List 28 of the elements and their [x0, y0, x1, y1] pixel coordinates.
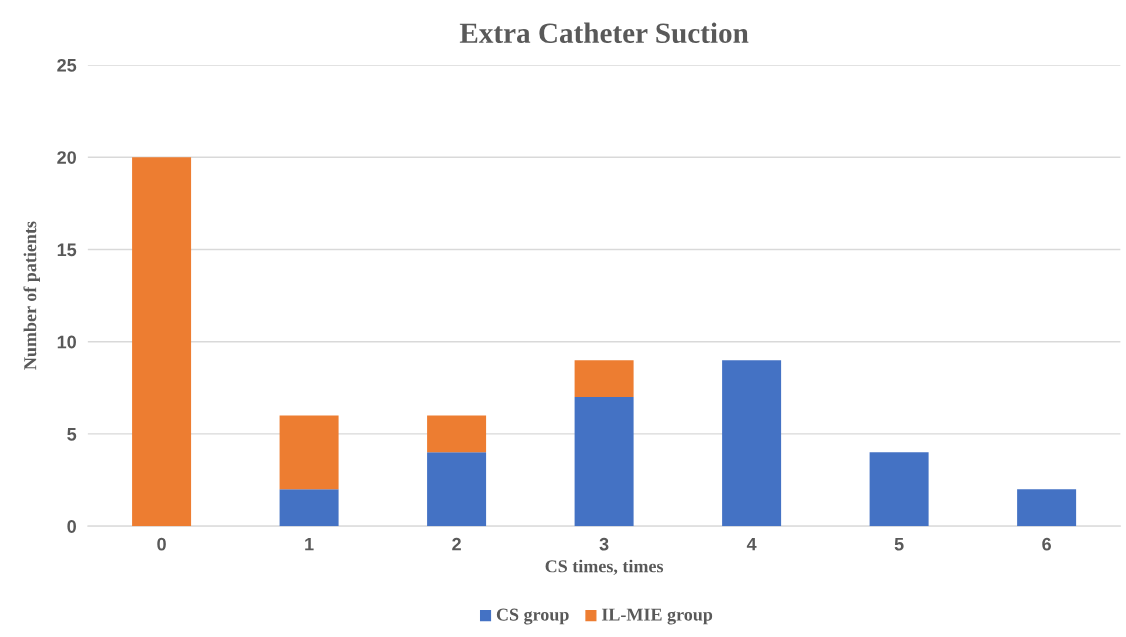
x-tick-label: 1: [305, 537, 314, 551]
bar: [722, 360, 782, 527]
bar: [869, 452, 929, 527]
bar: [279, 415, 339, 490]
bar: [574, 360, 634, 398]
x-tick-label: 5: [894, 537, 904, 551]
y-tick-label: 10: [57, 335, 76, 349]
x-tick-label: 6: [1042, 537, 1051, 551]
bar: [427, 452, 487, 527]
x-tick-label: 3: [599, 537, 609, 551]
y-tick-label: 20: [57, 151, 76, 164]
x-axis-title: CS times, times: [545, 559, 664, 575]
x-tick-label: 2: [452, 537, 461, 551]
bar: [574, 397, 634, 527]
x-tick-label: 4: [746, 537, 757, 551]
bar: [427, 415, 487, 453]
y-tick-label: 15: [57, 243, 77, 257]
legend-label: CS group: [496, 608, 569, 625]
bar: [279, 489, 339, 527]
legend-label: IL-MIE group: [601, 608, 713, 625]
chart-title: Extra Catheter Suction: [459, 22, 749, 44]
y-tick-label: 25: [57, 58, 77, 72]
bar: [1017, 489, 1077, 527]
y-axis-title: Number of patients: [23, 221, 40, 370]
bar: [132, 157, 192, 527]
x-tick-label: 0: [157, 537, 166, 551]
y-tick-label: 5: [67, 428, 77, 441]
y-tick-label: 0: [67, 520, 76, 533]
